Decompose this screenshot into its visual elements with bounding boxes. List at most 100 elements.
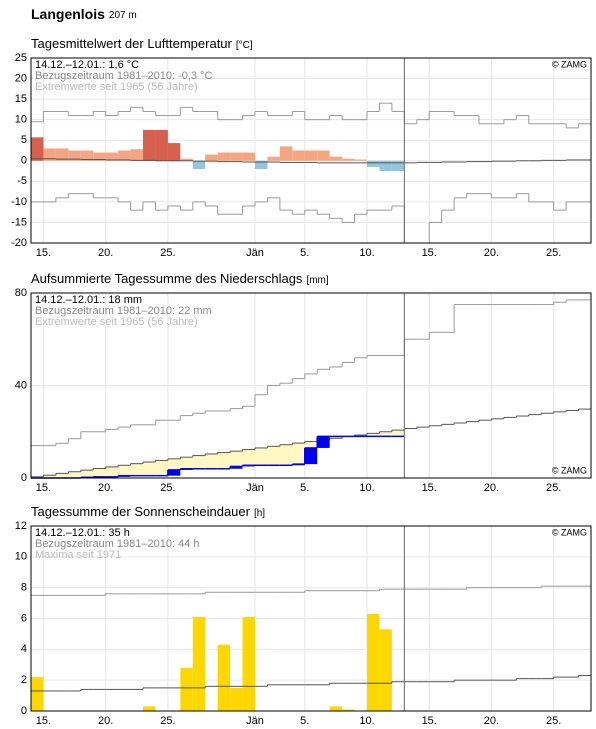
x-tick-label: 15.	[422, 247, 437, 259]
y-tick-label: 12	[15, 520, 27, 532]
bar	[242, 616, 255, 711]
bar	[279, 146, 293, 161]
daily-increment	[167, 469, 181, 476]
credit: © ZAMG	[552, 59, 587, 69]
bar	[217, 152, 231, 161]
x-tick-label: 25.	[160, 482, 175, 494]
annotation: Extremwerte seit 1965 (56 Jahre)	[35, 81, 198, 93]
y-tick-label: -5	[17, 175, 27, 187]
x-tick-label: 15.	[36, 247, 51, 259]
normal-area	[155, 460, 168, 476]
y-tick-label: 5	[21, 134, 27, 146]
y-tick-label: 8	[21, 582, 27, 594]
plot-frame	[30, 292, 592, 479]
bar	[292, 150, 305, 161]
y-tick-label: -10	[11, 196, 27, 208]
bar	[267, 156, 280, 161]
normal-area	[292, 443, 305, 465]
x-tick-label: 25.	[160, 247, 175, 259]
bar	[68, 150, 81, 161]
bar	[255, 160, 268, 169]
bar	[118, 150, 131, 161]
x-tick-label: 5.	[300, 482, 309, 494]
y-tick-label: 10	[15, 551, 27, 563]
title-unit: [h]	[254, 508, 265, 519]
x-tick-label: 25.	[546, 482, 561, 494]
plot-frame	[30, 525, 592, 712]
x-tick-label: 15.	[422, 715, 437, 727]
chart-title: Tagessumme der Sonnenscheindauer [h]	[31, 504, 265, 519]
title-text: Aufsummierte Tagessumme des Niederschlag…	[31, 271, 303, 286]
bar	[167, 143, 181, 161]
annotation: Bezugszeitraum 1981–2010: 44 h	[35, 538, 200, 550]
x-tick-label: 25.	[546, 715, 561, 727]
bar	[105, 152, 119, 161]
x-tick-label: 25.	[160, 715, 175, 727]
title-unit: [mm]	[306, 275, 328, 286]
y-tick-label: 2	[21, 674, 27, 686]
bar	[43, 148, 56, 161]
normal-area	[304, 441, 318, 448]
title-text: Tagesmittelwert der Lufttemperatur	[31, 36, 233, 51]
bar	[192, 616, 206, 711]
normal-area	[55, 473, 69, 478]
x-tick-label: 10.	[359, 715, 374, 727]
bar	[342, 158, 355, 161]
plot-frame	[30, 57, 592, 244]
annotation: Bezugszeitraum 1981–2010: -0,3 °C	[35, 70, 213, 82]
y-tick-label: 0	[21, 155, 27, 167]
bar	[143, 129, 156, 161]
title-text: Tagessumme der Sonnenscheindauer	[31, 504, 251, 519]
normal-area	[143, 462, 156, 476]
bar	[317, 150, 330, 161]
normal-area	[80, 470, 94, 478]
normal-area	[255, 447, 268, 466]
x-tick-label: 20.	[98, 482, 113, 494]
x-tick-label: 15.	[422, 482, 437, 494]
x-tick-label: 20.	[484, 715, 499, 727]
bar	[155, 129, 168, 161]
y-tick-label: 0	[21, 705, 27, 717]
normal-area	[180, 457, 193, 469]
normal-area	[205, 453, 218, 469]
daily-increment	[230, 466, 243, 469]
bar	[367, 160, 380, 167]
y-tick-label: 15	[15, 93, 27, 105]
bar	[379, 160, 392, 172]
bar	[93, 152, 106, 161]
bar	[379, 629, 392, 711]
bar	[31, 137, 44, 161]
y-tick-label: 6	[21, 612, 27, 624]
normal-area	[118, 465, 131, 476]
x-tick-label: 20.	[98, 247, 113, 259]
bar	[329, 156, 343, 161]
daily-increment	[304, 447, 318, 465]
normal-area	[68, 471, 81, 478]
bar	[130, 149, 143, 161]
y-tick-label: -15	[11, 216, 27, 228]
x-tick-label: Jän	[246, 482, 264, 494]
bar	[31, 677, 44, 711]
bar	[55, 148, 69, 161]
bar	[391, 160, 405, 172]
bar	[180, 667, 193, 711]
y-tick-label: 20	[15, 72, 27, 84]
bar	[217, 644, 231, 711]
annotation: 14.12.–12.01.: 35 h	[35, 527, 130, 539]
x-tick-label: Jän	[246, 715, 264, 727]
bar	[143, 706, 156, 711]
bar	[329, 706, 343, 711]
credit: © ZAMG	[552, 527, 587, 537]
normal-area	[167, 458, 181, 470]
station-name: Langenlois	[31, 6, 105, 22]
x-tick-label: 10.	[359, 247, 374, 259]
normal-area	[93, 468, 106, 477]
chart-title: Aufsummierte Tagessumme des Niederschlag…	[31, 271, 329, 286]
y-tick-label: 10	[15, 114, 27, 126]
bar	[367, 613, 380, 711]
bar	[304, 150, 318, 161]
y-tick-label: 40	[15, 379, 27, 391]
annotation: Extremwerte seit 1965 (56 Jahre)	[35, 316, 198, 328]
bar	[354, 159, 367, 161]
